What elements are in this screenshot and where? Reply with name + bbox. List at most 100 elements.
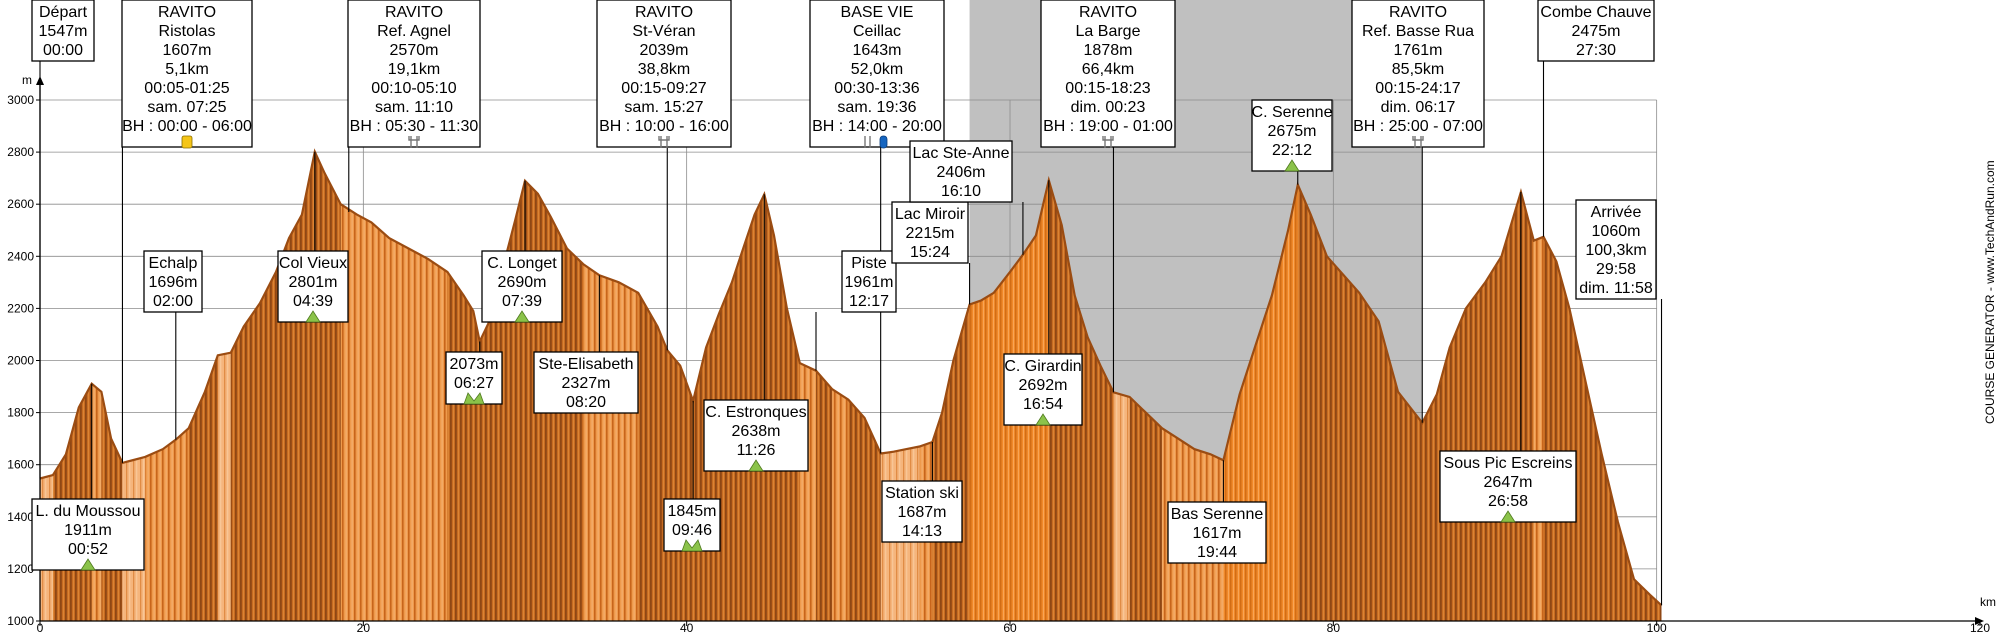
waypoint-label-line: Ref. Agnel <box>377 23 451 40</box>
food-icon <box>658 136 670 148</box>
waypoint-label-line: 38,8km <box>638 61 690 78</box>
waypoint-label-line: 00:10-05:10 <box>371 80 457 97</box>
waypoint-label-line: Piste <box>851 255 887 272</box>
waypoint-label-box <box>596 0 732 148</box>
waypoint-label-line: 00:05-01:25 <box>144 80 230 97</box>
waypoint-label-line: Echalp <box>149 255 198 272</box>
waypoint-label-line: 00:15-24:17 <box>1375 80 1461 97</box>
profile-segment <box>1585 151 1603 621</box>
waypoint-17: Station ski 1687m 14:13 <box>881 442 963 543</box>
y-tick-label: 3000 <box>7 93 34 107</box>
waypoint-label-line: Sous Pic Escreins <box>1444 455 1573 472</box>
y-tick-label: 1800 <box>7 406 34 420</box>
waypoint-label-line: 2215m <box>906 225 955 242</box>
waypoint-label-line: 2801m <box>289 274 338 291</box>
profile-segment <box>525 151 539 621</box>
waypoint-label-line: 5,1km <box>165 61 209 78</box>
profile-segment <box>1634 151 1651 621</box>
waypoint-label-line: dim. 11:58 <box>1579 280 1653 297</box>
profile-segment <box>550 151 568 621</box>
profile-segment <box>1297 151 1312 621</box>
summit-icon <box>514 310 530 323</box>
waypoint-label-line: sam. 19:36 <box>837 99 916 116</box>
pass-icon <box>681 539 703 552</box>
summit-icon <box>1035 413 1051 426</box>
waypoint-label-line: BH : 14:00 - 20:00 <box>812 118 942 135</box>
x-tick-label: 100 <box>1647 621 1667 635</box>
profile-segment <box>479 151 491 621</box>
waypoint-label-line: C. Longet <box>487 255 557 272</box>
waypoint-label-line: 16:54 <box>1023 396 1063 413</box>
waypoint-label-line: 100,3km <box>1585 242 1646 259</box>
waypoint-label-line: 1878m <box>1084 42 1133 59</box>
waypoint-label-line: 85,5km <box>1392 61 1444 78</box>
waypoint-label-line: 2327m <box>562 375 611 392</box>
y-tick-label: 2600 <box>7 197 34 211</box>
waypoint-label-line: 2039m <box>640 42 689 59</box>
waypoint-0: Départ 1547m 00:00 <box>31 0 95 479</box>
waypoint-label-line: RAVITO <box>385 4 443 21</box>
waypoint-label-line: 16:10 <box>941 183 981 200</box>
waypoint-label-line: 00:15-18:23 <box>1065 80 1151 97</box>
waypoint-label-line: 19,1km <box>388 61 440 78</box>
summit-icon <box>305 310 321 323</box>
food-icon <box>1102 136 1114 148</box>
y-tick-label: 1400 <box>7 510 34 524</box>
waypoint-label-line: Ste-Elisabeth <box>538 356 633 373</box>
waypoint-21: Bas Serenne 1617m 19:44 <box>1167 460 1267 564</box>
waypoint-23: Sous Pic Escreins 2647m 26:58 <box>1439 191 1577 523</box>
y-axis-label: m <box>22 73 32 87</box>
profile-segment <box>969 151 982 621</box>
waypoint-label-line: 1911m <box>64 522 112 539</box>
x-tick-label: 40 <box>680 621 694 635</box>
waypoint-label-line: RAVITO <box>1079 4 1137 21</box>
drink-icon <box>181 135 193 149</box>
waypoint-19: Lac Ste-Anne 2406m 16:10 <box>909 140 1024 255</box>
profile-segment <box>288 151 303 621</box>
waypoint-16: Piste 1961m 12:17 <box>815 250 897 371</box>
waypoint-label-line: 22:12 <box>1272 142 1312 159</box>
waypoint-label-line: Lac Ste-Anne <box>913 145 1010 162</box>
y-tick-label: 1000 <box>7 614 34 628</box>
waypoint-label-line: Départ <box>39 4 88 21</box>
waypoint-label-line: 1643m <box>853 42 902 59</box>
x-tick-label: 60 <box>1003 621 1017 635</box>
waypoint-label-line: 15:24 <box>910 244 950 261</box>
x-tick-label: 120 <box>1970 621 1990 635</box>
y-tick-label: 2000 <box>7 354 34 368</box>
waypoint-label-line: 00:15-09:27 <box>621 80 707 97</box>
waypoint-label-line: sam. 07:25 <box>147 99 226 116</box>
profile-segment <box>657 151 668 621</box>
waypoint-label-line: Combe Chauve <box>1540 4 1651 21</box>
profile-segment <box>314 151 326 621</box>
waypoint-label-line: 1060m <box>1592 223 1641 240</box>
profile-segment <box>489 151 503 621</box>
profile-segment <box>1501 151 1522 621</box>
waypoint-12: C. Longet 2690m 07:39 <box>481 180 563 323</box>
pass-icon <box>463 392 485 405</box>
waypoint-label-box <box>841 250 897 313</box>
y-tick-label: 2200 <box>7 301 34 315</box>
waypoint-label-box <box>663 498 721 552</box>
waypoint-label-line: 2475m <box>1572 23 1621 40</box>
waypoint-label-line: 27:30 <box>1576 42 1616 59</box>
waypoint-label-box <box>1351 0 1485 148</box>
waypoint-label-line: sam. 15:27 <box>624 99 703 116</box>
profile-segment <box>1617 151 1635 621</box>
waypoint-label-line: Lac Miroir <box>895 206 966 223</box>
waypoint-label-line: 2570m <box>390 42 439 59</box>
waypoint-label-line: 1761m <box>1394 42 1443 59</box>
profile-segment <box>515 151 526 621</box>
profile-segment <box>1569 151 1587 621</box>
waypoint-7: Combe Chauve 2475m 27:30 <box>1537 0 1655 237</box>
profile-segment <box>502 151 516 621</box>
waypoint-label-line: La Barge <box>1076 23 1141 40</box>
waypoint-label-line: 29:58 <box>1596 261 1636 278</box>
waypoint-24: Arrivée 1060m 100,3km 29:58 dim. 11:58 <box>1575 199 1663 606</box>
profile-segment <box>773 151 788 621</box>
profile-segment <box>1520 151 1535 621</box>
waypoint-label-box <box>445 351 503 405</box>
waypoint-label-line: 07:39 <box>502 293 542 310</box>
y-tick-label: 1200 <box>7 562 34 576</box>
summit-icon <box>1500 510 1516 523</box>
